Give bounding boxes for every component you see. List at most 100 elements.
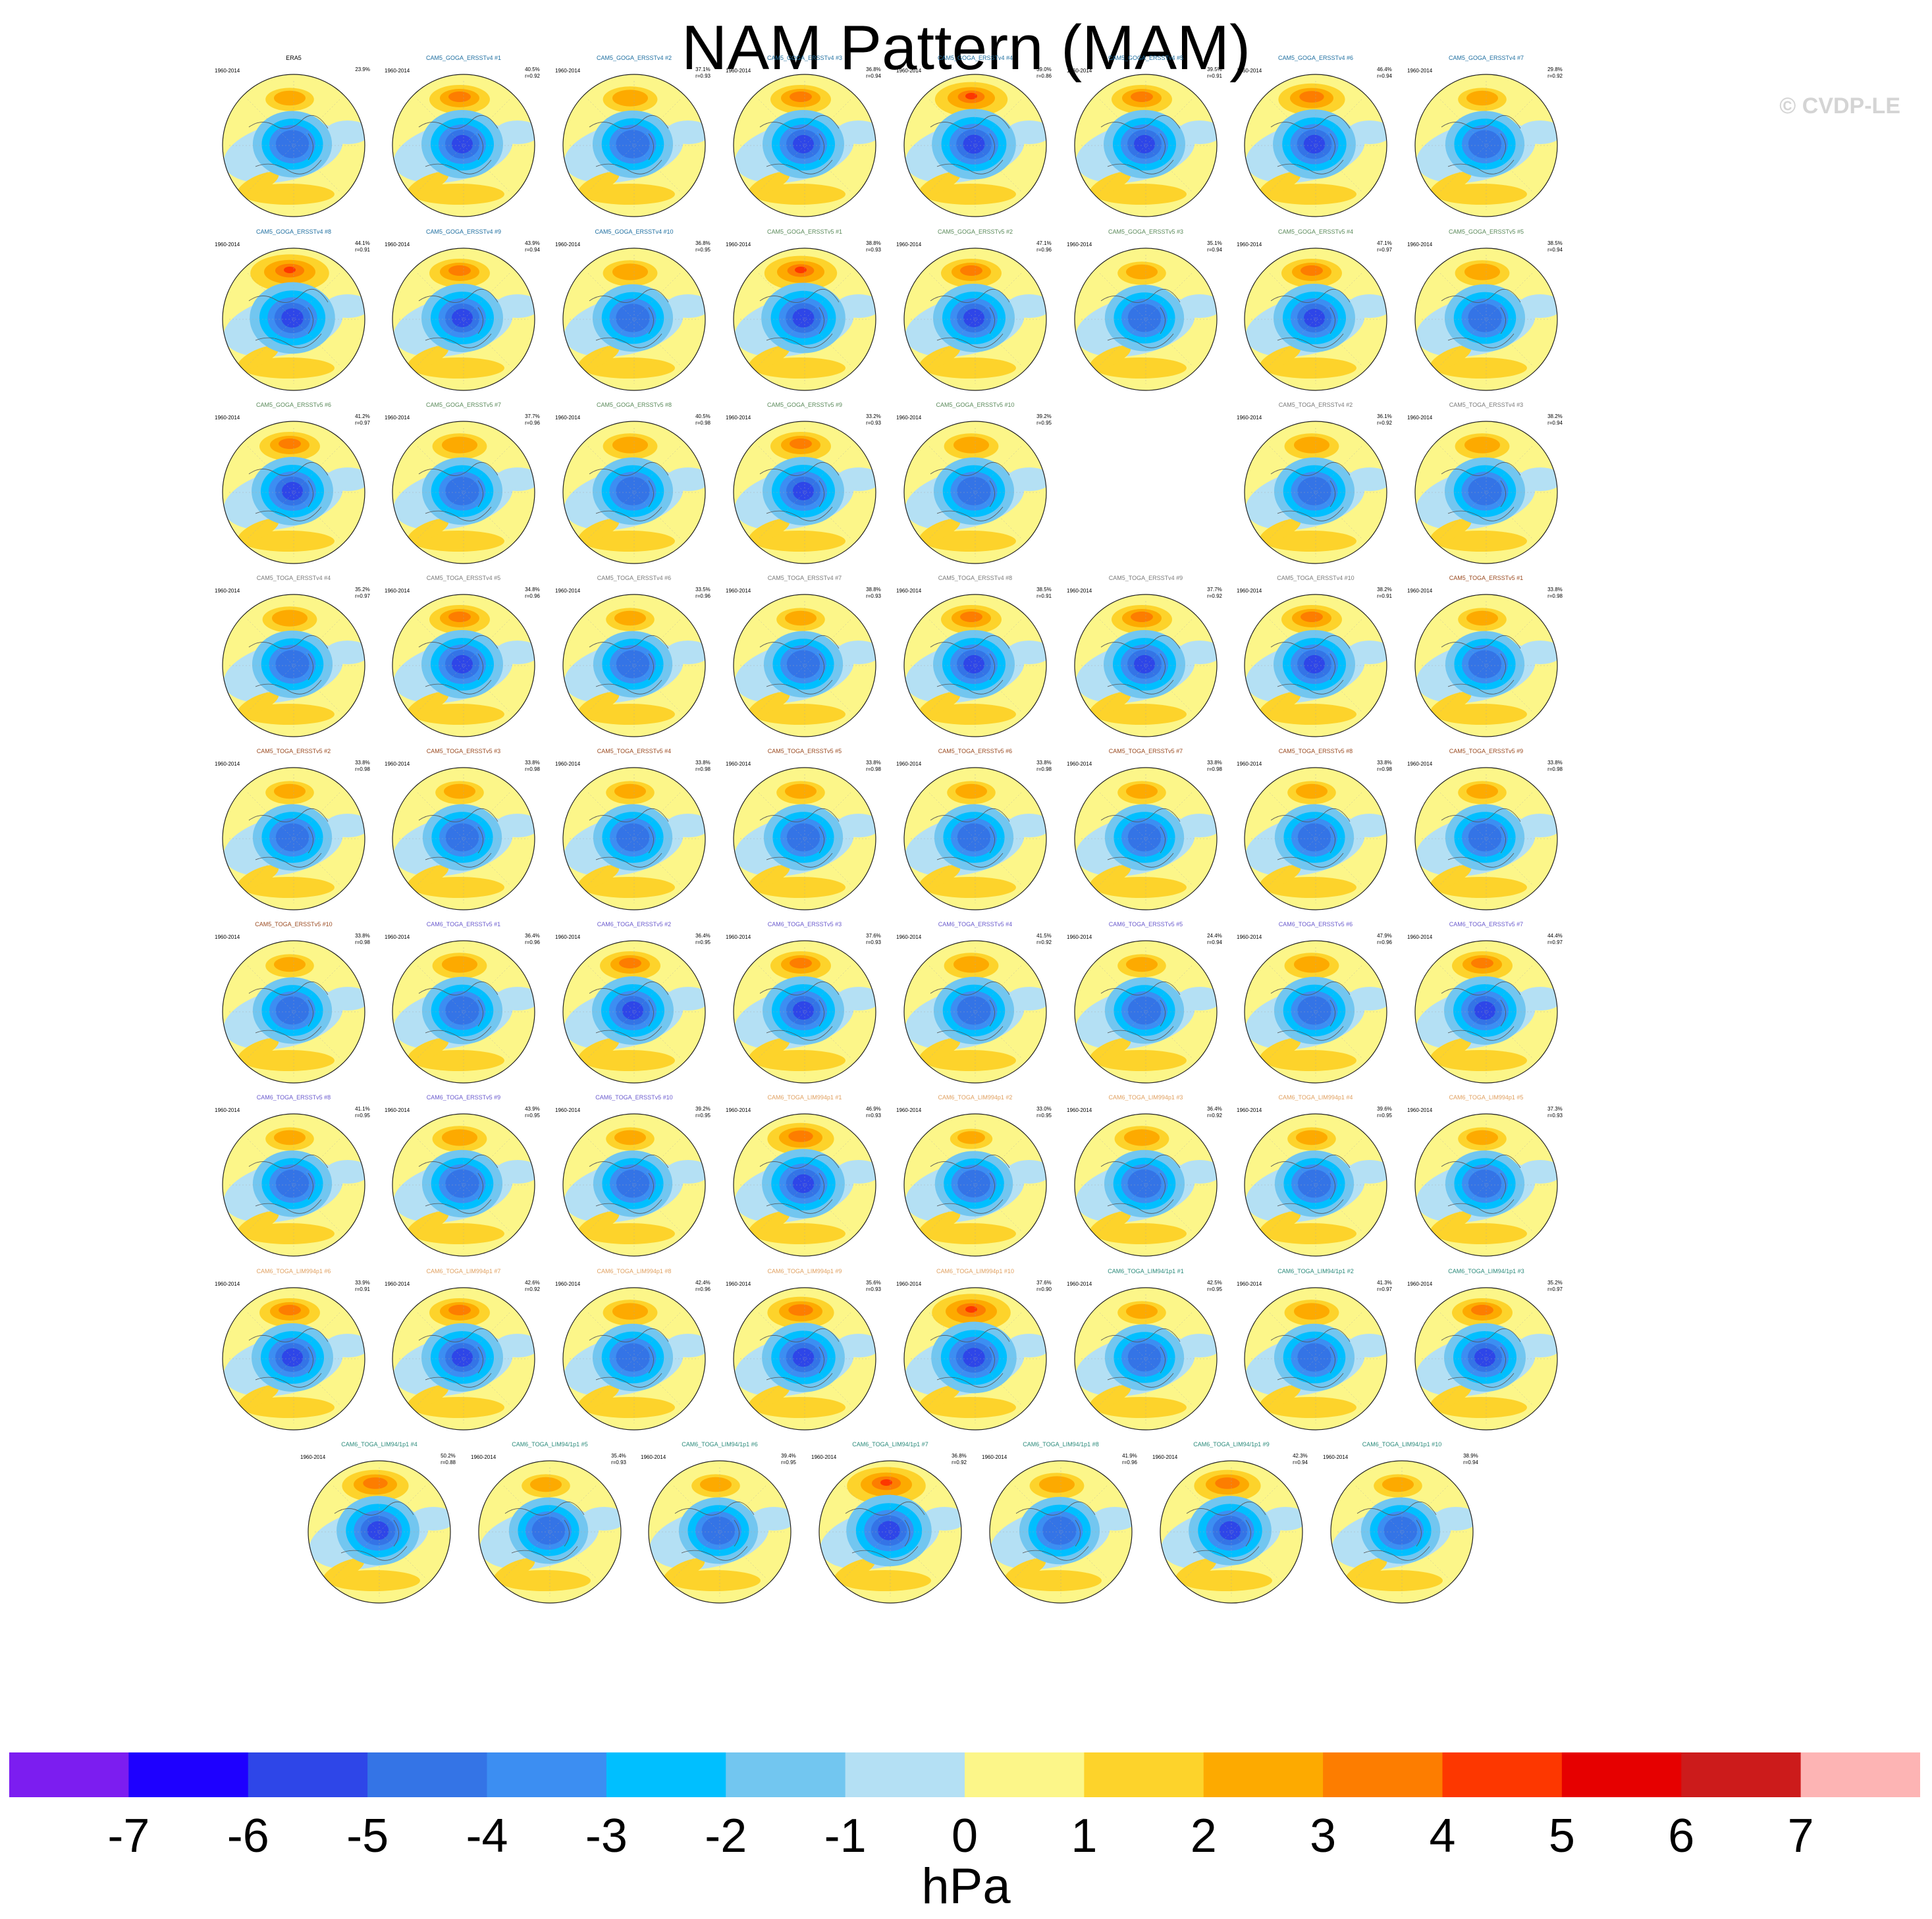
negative-anomaly-patch [1177, 814, 1217, 837]
panel-percent: 35.4% [611, 1453, 626, 1459]
positive-anomaly-contour [1464, 436, 1500, 454]
panel-pattern-correlation: r=0.94 [1463, 1459, 1478, 1465]
polar-map [392, 1287, 535, 1431]
negative-anomaly-patch [666, 1160, 705, 1184]
panel-variance-explained: 35.1% r=0.94 [1207, 240, 1222, 253]
panel-variance-explained: 42.3% r=0.94 [1293, 1453, 1308, 1466]
panel-percent: 47.1% [1377, 240, 1392, 246]
panel-pattern-correlation: r=0.94 [1377, 73, 1392, 79]
colorbar-tick-label: -2 [705, 1810, 747, 1862]
panel-period: 1960-2014 [896, 934, 922, 940]
colorbar-tick-labels: -7 -6 -5 -4 -3 -2 -1 0 1 2 3 4 5 6 7 [0, 1809, 1932, 1862]
negative-anomaly-patch [581, 1507, 621, 1531]
panel-variance-explained: 37.1% r=0.93 [695, 66, 711, 80]
positive-anomaly-contour [919, 518, 961, 543]
negative-anomaly-patch [1347, 641, 1387, 664]
map-panel: CAM5_TOGA_ERSSTv5 #10 1960-2014 33.8% r=0.9… [209, 921, 378, 1086]
map-panel: CAM5_GOGA_ERSSTv4 #6 1960-2014 46.4% r=0.94 [1231, 55, 1400, 219]
positive-anomaly-contour [1435, 877, 1527, 898]
negative-anomaly-patch [1007, 1160, 1046, 1184]
map-border [1414, 1287, 1558, 1431]
panel-title: CAM5_GOGA_ERSSTv4 #7 [1448, 55, 1524, 61]
negative-anomaly-patch [325, 294, 365, 318]
panel-title: CAM6_TOGA_LIM994p1 #2 [938, 1094, 1013, 1101]
map-border [903, 248, 1047, 391]
panel-title: CAM5_TOGA_ERSSTv4 #3 [1449, 402, 1524, 408]
panel-title: CAM6_TOGA_LIM994p1 #7 [426, 1268, 501, 1275]
panel-period: 1960-2014 [385, 1281, 410, 1287]
positive-anomaly-contour [1259, 864, 1301, 889]
map-border [1074, 940, 1218, 1084]
panel-period: 1960-2014 [471, 1454, 496, 1460]
map-border [562, 74, 706, 217]
colorbar-bin [1442, 1752, 1563, 1797]
positive-anomaly-contour [272, 610, 308, 627]
panel-period: 1960-2014 [1407, 761, 1433, 767]
map-border [989, 1460, 1133, 1604]
map-panel: CAM6_TOGA_LIM94/1p1 #10 1960-2014 38.9% r=0… [1318, 1441, 1486, 1606]
positive-anomaly-contour [1294, 956, 1329, 973]
panel-percent: 47.9% [1377, 933, 1392, 939]
coastline [248, 808, 329, 868]
copyright-watermark: © CVDP-LE [1779, 93, 1900, 118]
polar-map [562, 1287, 706, 1431]
panel-title: CAM5_TOGA_ERSSTv5 #1 [1449, 575, 1524, 581]
panel-pattern-correlation: r=0.98 [1207, 766, 1222, 772]
panel-variance-explained: 39.0% r=0.86 [1036, 66, 1052, 80]
map-border [1414, 74, 1558, 217]
positive-anomaly-contour [957, 1131, 985, 1144]
map-border [903, 421, 1047, 564]
map-panel: CAM6_TOGA_ERSSTv5 #8 1960-2014 41.1% r=0.95 [209, 1094, 378, 1259]
panel-title: CAM6_TOGA_LIM94/1p1 #2 [1277, 1268, 1354, 1275]
map-border [392, 1113, 535, 1257]
positive-anomaly-contour [444, 783, 475, 799]
positive-anomaly-contour [1471, 958, 1493, 968]
map-border [222, 594, 365, 737]
positive-anomaly-contour [412, 1050, 504, 1071]
positive-anomaly-contour [1094, 357, 1187, 379]
map-border [562, 1113, 706, 1257]
panel-variance-explained: 37.7% r=0.92 [1207, 587, 1222, 600]
panel-title: CAM5_GOGA_ERSSTv4 #8 [255, 228, 332, 235]
panel-pattern-correlation: r=0.95 [695, 247, 711, 253]
positive-anomaly-contour [412, 1397, 504, 1418]
panel-percent: 37.6% [1036, 1280, 1052, 1286]
panel-title: CAM5_TOGA_ERSSTv4 #5 [426, 575, 501, 581]
panel-period: 1960-2014 [215, 1281, 240, 1287]
negative-anomaly-patch [1092, 1507, 1132, 1531]
polar-map [1414, 74, 1558, 217]
panel-percent: 29.8% [1547, 66, 1563, 72]
positive-anomaly-contour [753, 1223, 845, 1244]
positive-anomaly-contour [1094, 1050, 1187, 1071]
coastline [589, 981, 669, 1041]
panel-title: CAM6_TOGA_LIM94/1p1 #9 [1193, 1441, 1270, 1448]
positive-anomaly-contour [242, 357, 335, 379]
positive-anomaly-contour [1435, 1223, 1527, 1244]
panel-period: 1960-2014 [385, 68, 410, 74]
positive-anomaly-contour [953, 956, 989, 973]
panel-percent: 37.7% [525, 413, 540, 419]
coastline [1441, 1154, 1521, 1214]
map-panel: CAM6_TOGA_LIM994p1 #8 1960-2014 42.4% r=0.9… [550, 1268, 718, 1433]
coastline [1441, 115, 1521, 174]
panel-percent: 40.5% [695, 413, 711, 419]
map-border [1160, 1460, 1303, 1604]
polar-map [818, 1460, 962, 1604]
polar-map [392, 421, 535, 564]
panel-title: CAM5_GOGA_ERSSTv5 #8 [596, 402, 672, 408]
polar-map [733, 594, 876, 737]
negative-anomaly-patch [1177, 294, 1217, 318]
polar-map [1074, 1287, 1218, 1431]
positive-anomaly-contour [279, 438, 301, 449]
panel-title: CAM6_TOGA_ERSSTv5 #9 [426, 1094, 501, 1101]
panel-period: 1960-2014 [555, 1107, 581, 1113]
coastline [930, 288, 1010, 348]
positive-anomaly-contour [753, 1050, 845, 1071]
panel-title: CAM5_GOGA_ERSSTv5 #3 [1108, 228, 1184, 235]
panel-variance-explained: 44.4% r=0.97 [1547, 933, 1563, 946]
map-panel: CAM5_GOGA_ERSSTv4 #2 1960-2014 37.1% r=0.93 [550, 55, 718, 219]
panel-period: 1960-2014 [811, 1454, 837, 1460]
coastline [418, 635, 498, 695]
polar-map [1160, 1460, 1303, 1604]
panel-variance-explained: 35.2% r=0.97 [1547, 1280, 1563, 1293]
